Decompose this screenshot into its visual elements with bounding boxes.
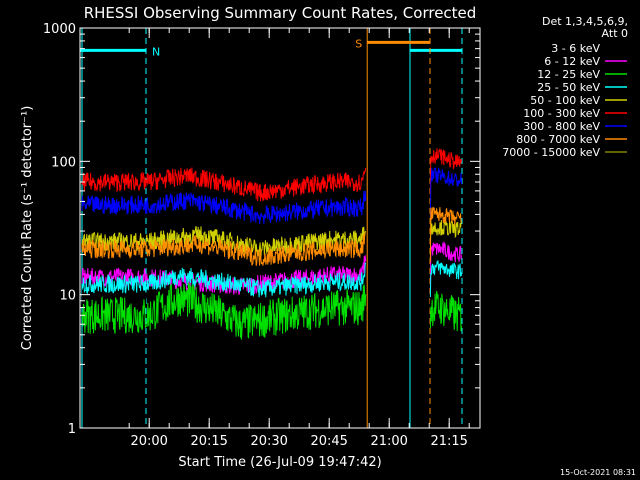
x-tick-label: 20:45 [310, 434, 347, 449]
legend-item-label: 6 - 12 keV [544, 55, 600, 68]
x-tick-label: 20:15 [190, 434, 227, 449]
series-line [429, 167, 462, 219]
x-tick-label: 20:30 [250, 434, 287, 449]
series-line [429, 241, 462, 291]
legend-item-label: 7000 - 15000 keV [502, 146, 600, 159]
x-axis-label: Start Time (26-Jul-09 19:47:42) [178, 455, 381, 470]
series-line [81, 232, 366, 266]
y-tick-label: 1000 [43, 22, 76, 37]
legend-item-label: 300 - 800 keV [523, 120, 600, 133]
x-tick-label: 21:15 [430, 434, 467, 449]
series-line [429, 266, 462, 311]
legend-item-label: 3 - 6 keV [551, 42, 600, 55]
series-line [429, 290, 462, 332]
series-line [81, 262, 367, 298]
y-tick-label: 10 [59, 289, 76, 304]
y-tick-label: 100 [51, 155, 76, 170]
legend-item-label: 12 - 25 keV [537, 68, 600, 81]
legend-title: Att 0 [602, 27, 628, 40]
saa-label: S [355, 37, 362, 50]
legend-item-label: 800 - 7000 keV [516, 133, 600, 146]
series-line [81, 167, 367, 202]
chart-title: RHESSI Observing Summary Count Rates, Co… [84, 4, 477, 22]
plot-frame [79, 27, 481, 429]
night-label: N [152, 45, 160, 58]
legend-item-label: 50 - 100 keV [530, 94, 600, 107]
legend-item-label: 100 - 300 keV [523, 107, 600, 120]
legend-item-label: 25 - 50 keV [537, 81, 600, 94]
series-line [429, 219, 462, 255]
series-line [81, 190, 367, 225]
series-line [81, 226, 367, 258]
series-line [429, 148, 462, 195]
series-line [429, 260, 462, 298]
y-tick-label: 1 [68, 422, 76, 437]
legend-title: Det 1,3,4,5,6,9, [542, 15, 628, 28]
y-axis-label: Corrected Count Rate (s⁻¹ detector⁻¹) [20, 106, 35, 351]
x-tick-label: 21:00 [370, 434, 407, 449]
timestamp: 15-Oct-2021 08:31 [560, 468, 636, 477]
series-line [429, 206, 462, 262]
series-line [81, 282, 367, 340]
x-tick-label: 20:00 [130, 434, 167, 449]
